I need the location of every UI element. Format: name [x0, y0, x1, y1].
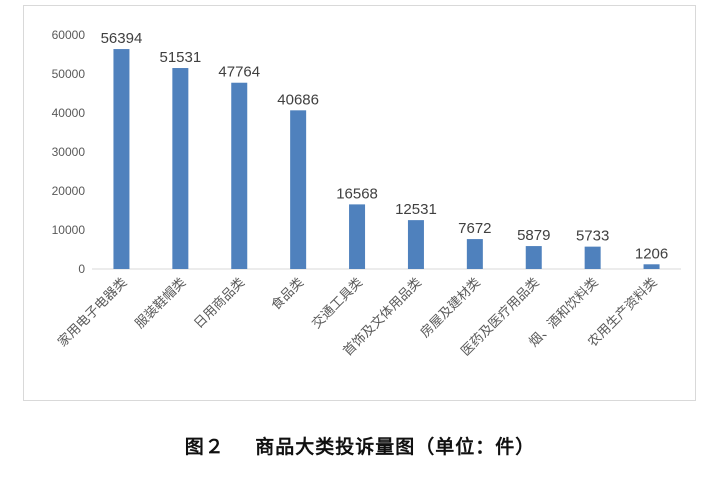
bar [231, 82, 248, 269]
data-label: 56394 [101, 30, 143, 47]
data-label: 5879 [517, 227, 550, 244]
x-axis-labels: 家用电子电器类 服装鞋帽类 日用商品类 食品类 交通工具类首饰及文体用品类房屋及建材类医… [55, 275, 661, 360]
y-tick-label: 60000 [52, 28, 86, 42]
bar [290, 110, 307, 269]
y-tick-label: 50000 [52, 67, 86, 81]
y-tick-label: 0 [78, 262, 85, 276]
bar [643, 264, 660, 269]
x-tick-label: 服装鞋帽类 [132, 275, 189, 332]
data-label: 7672 [458, 220, 491, 237]
figure-caption: 图２ 商品大类投诉量图（单位：件） [184, 436, 536, 458]
bar [113, 49, 130, 269]
chart-frame [23, 5, 696, 401]
data-label: 16568 [336, 185, 378, 202]
x-tick-label: 交通工具类 [309, 275, 366, 332]
bar-chart: 0 10000 20000 30000 40000 50000 60000 56394 515… [52, 28, 681, 360]
bar [349, 204, 366, 269]
x-tick-label: 食品类 [268, 275, 307, 314]
data-label: 1206 [635, 245, 668, 262]
data-label: 51531 [159, 49, 201, 66]
x-tick-label: 家用电子电器类 [55, 275, 131, 351]
data-label: 40686 [277, 91, 319, 108]
y-axis: 0 10000 20000 30000 40000 50000 60000 [52, 28, 86, 276]
bar [525, 246, 542, 269]
y-tick-label: 40000 [52, 106, 86, 120]
x-tick-label: 房屋及建材类 [417, 275, 483, 341]
data-labels: 56394 51531 47764 40686 16568 12531 7672 5879 57… [101, 30, 669, 262]
x-tick-label: 日用商品类 [191, 275, 248, 332]
data-label: 47764 [218, 64, 260, 81]
bar [584, 246, 601, 269]
y-tick-label: 10000 [52, 223, 86, 237]
bar [407, 220, 424, 269]
y-tick-label: 30000 [52, 145, 86, 159]
data-label: 12531 [395, 201, 437, 218]
bar [466, 239, 483, 269]
data-label: 5733 [576, 228, 609, 245]
y-tick-label: 20000 [52, 184, 86, 198]
bar [172, 68, 189, 269]
bars [113, 49, 660, 269]
